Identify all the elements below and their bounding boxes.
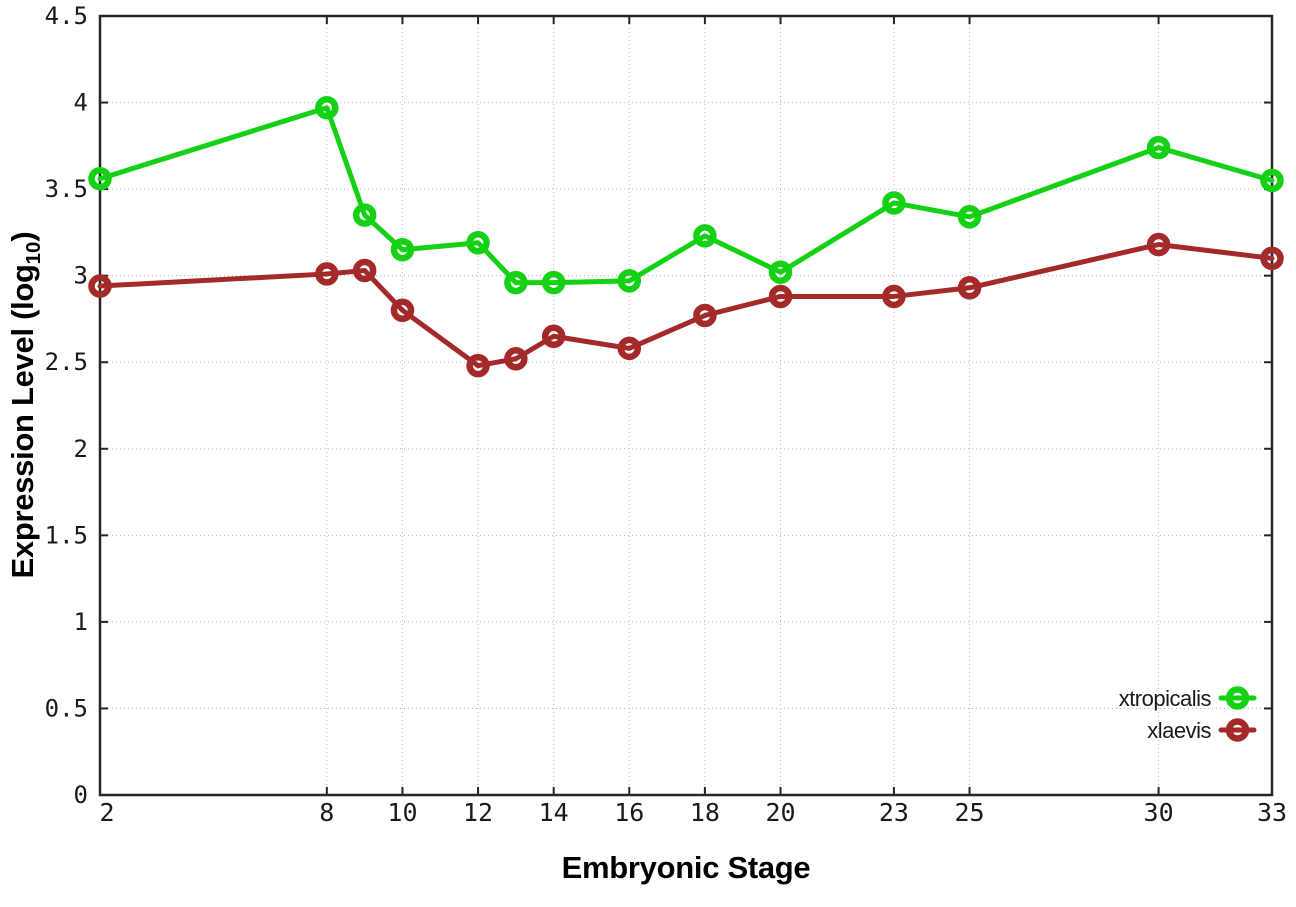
- data-point-xtropicalis-stage-9: [352, 203, 377, 227]
- y-tick-label: 3: [74, 262, 88, 290]
- legend-marker-icon-xlaevis: [1225, 718, 1250, 742]
- data-point-xlaevis-stage-18: [693, 303, 717, 328]
- y-tick-label: 0.5: [45, 694, 88, 722]
- series-line-xlaevis: [97, 242, 1275, 369]
- y-tick-label: 0: [74, 781, 88, 809]
- data-point-xlaevis-stage-33: [1260, 246, 1284, 271]
- data-point-xlaevis-stage-10: [390, 298, 415, 323]
- data-point-xtropicalis-stage-25: [957, 205, 982, 229]
- data-point-xtropicalis-stage-23: [882, 191, 906, 215]
- data-point-xlaevis-stage-20: [768, 284, 793, 309]
- data-point-xlaevis-stage-12: [466, 353, 490, 378]
- x-tick-label: 10: [387, 798, 417, 827]
- data-point-xtropicalis-stage-2: [88, 166, 112, 191]
- data-point-xlaevis-stage-14: [541, 324, 566, 349]
- data-point-xlaevis-stage-25: [957, 276, 982, 300]
- x-tick-label: 20: [765, 798, 795, 827]
- data-point-xlaevis-stage-23: [882, 284, 906, 309]
- data-point-xtropicalis-stage-30: [1146, 135, 1171, 160]
- y-axis-title-subscript: 10: [22, 241, 46, 265]
- x-tick-label: 8: [319, 798, 334, 827]
- y-axis-title: Expression Level (log10): [0, 105, 46, 705]
- x-tick-label: 2: [99, 798, 114, 827]
- legend-label-xlaevis: xlaevis: [1147, 718, 1211, 743]
- y-tick-label: 3.5: [45, 175, 88, 203]
- data-point-xlaevis-stage-13: [504, 347, 528, 371]
- data-point-xlaevis-stage-8: [315, 262, 339, 286]
- x-tick-label: 16: [614, 798, 644, 827]
- data-point-xtropicalis-stage-14: [541, 270, 566, 295]
- data-point-xtropicalis-stage-8: [315, 95, 339, 120]
- data-point-xlaevis-stage-9: [352, 258, 377, 283]
- x-axis-title: Embryonic Stage: [561, 850, 811, 885]
- x-tick-label: 18: [690, 798, 720, 827]
- x-tick-label: 23: [879, 798, 909, 827]
- data-point-xtropicalis-stage-10: [390, 237, 415, 262]
- data-point-xtropicalis-stage-20: [768, 260, 793, 284]
- x-tick-label: 12: [463, 798, 493, 827]
- data-point-xtropicalis-stage-33: [1260, 168, 1284, 193]
- x-tick-label: 30: [1144, 798, 1174, 827]
- y-axis-title-close: ): [5, 231, 40, 242]
- legend-marker-icon-xtropicalis: [1225, 686, 1250, 710]
- data-point-xlaevis-stage-2: [88, 274, 112, 298]
- x-tick-label: 25: [954, 798, 984, 827]
- y-tick-label: 2.5: [45, 348, 88, 376]
- y-tick-label: 1: [74, 608, 88, 636]
- data-point-xlaevis-stage-16: [617, 336, 642, 361]
- plot-border: [98, 14, 1274, 797]
- x-tick-label: 33: [1257, 798, 1287, 827]
- x-tick-label: 14: [539, 798, 569, 827]
- data-point-xtropicalis-stage-12: [466, 231, 490, 255]
- data-point-xtropicalis-stage-13: [504, 270, 528, 295]
- data-point-xtropicalis-stage-18: [693, 224, 717, 248]
- data-point-xtropicalis-stage-16: [617, 269, 642, 293]
- y-tick-label: 4.5: [45, 2, 88, 30]
- legend-label-xtropicalis: xtropicalis: [1119, 686, 1212, 711]
- y-tick-label: 2: [74, 435, 88, 463]
- y-axis-title-text: Expression Level (log: [5, 264, 40, 579]
- y-tick-label: 4: [74, 89, 88, 117]
- y-tick-label: 1.5: [45, 521, 88, 549]
- data-point-xlaevis-stage-30: [1146, 232, 1171, 257]
